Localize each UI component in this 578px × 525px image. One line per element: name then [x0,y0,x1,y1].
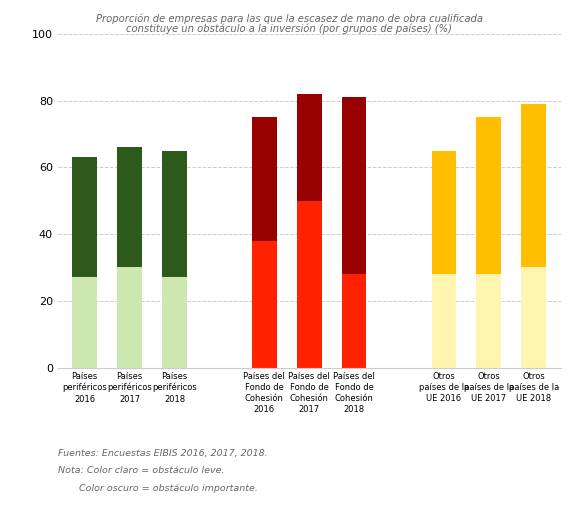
Bar [521,268,546,368]
Bar [342,274,366,368]
Bar [432,274,456,368]
Bar [297,201,321,368]
Bar [476,118,501,274]
Bar [162,151,187,278]
Text: Nota: Color claro = obstáculo leve.: Nota: Color claro = obstáculo leve. [58,466,224,475]
Bar [117,148,142,268]
Bar [297,94,321,201]
Bar [72,158,97,278]
Bar [342,98,366,274]
Bar [476,274,501,368]
Bar [432,151,456,274]
Text: Fuentes: Encuestas EIBIS 2016, 2017, 2018.: Fuentes: Encuestas EIBIS 2016, 2017, 201… [58,449,268,458]
Bar [162,278,187,368]
Bar [252,118,277,241]
Bar [252,241,277,368]
Bar [521,104,546,268]
Bar [72,278,97,368]
Text: Color oscuro = obstáculo importante.: Color oscuro = obstáculo importante. [58,484,258,492]
Text: constituye un obstáculo a la inversión (por grupos de países) (%): constituye un obstáculo a la inversión (… [126,24,452,34]
Bar [117,268,142,368]
Text: Proporción de empresas para las que la escasez de mano de obra cualificada: Proporción de empresas para las que la e… [95,13,483,24]
